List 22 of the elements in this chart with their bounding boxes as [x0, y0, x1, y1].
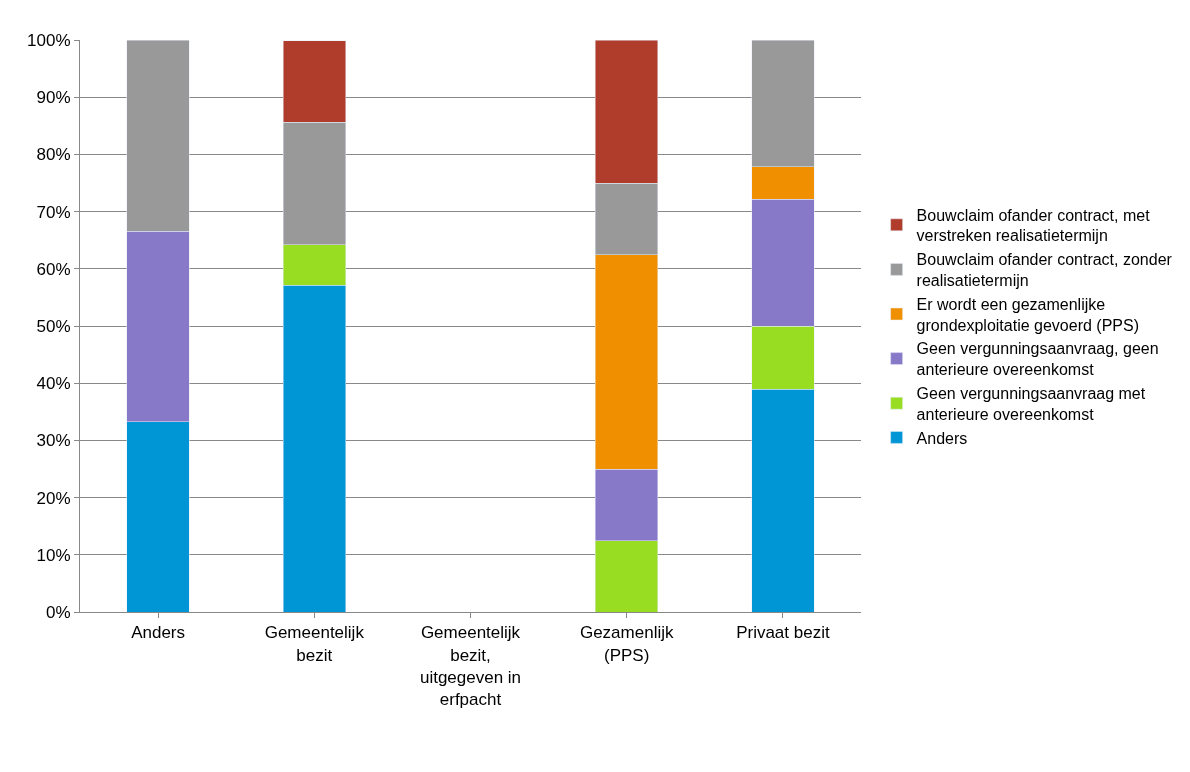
- x-tick-label: Anders: [131, 623, 186, 643]
- x-tick-label: Privaat bezit: [736, 623, 830, 643]
- x-tick-label: Gemeentelijk bezit: [264, 623, 365, 665]
- y-tick-label: 20%: [36, 488, 71, 508]
- legend-label: Bouwclaim ofander contract, zonder realisatietermijn: [916, 251, 1173, 290]
- y-tick-label: 100%: [27, 30, 71, 50]
- y-tick-label: 0%: [46, 602, 71, 622]
- x-tick-label: Gezamenlijk (PPS): [579, 623, 674, 665]
- y-tick-label: 90%: [36, 88, 71, 108]
- y-tick-label: 10%: [36, 545, 71, 565]
- y-tick-label: 80%: [36, 145, 71, 165]
- legend-label: Er wordt een gezamenlijke grondexploitatie gevoerd (PPS): [916, 295, 1139, 334]
- y-tick-label: 70%: [36, 202, 71, 222]
- legend-label: Geen vergunningsaanvraag met anterieure overeenkomst: [916, 385, 1146, 423]
- y-tick-label: 50%: [36, 316, 71, 336]
- y-tick-label: 40%: [36, 374, 71, 394]
- legend-label: Geen vergunningsaanvraag, geen anterieure overeenkomst: [916, 340, 1159, 379]
- y-tick-label: 30%: [36, 431, 71, 451]
- y-tick-label: 60%: [36, 259, 71, 279]
- legend-label: Anders: [916, 429, 968, 447]
- x-tick-label: Gemeentelijk bezit, uitgegeven in erfpacht: [419, 623, 522, 709]
- legend-label: Bouwclaim ofander contract, met verstreken realisatietermijn: [916, 206, 1151, 245]
